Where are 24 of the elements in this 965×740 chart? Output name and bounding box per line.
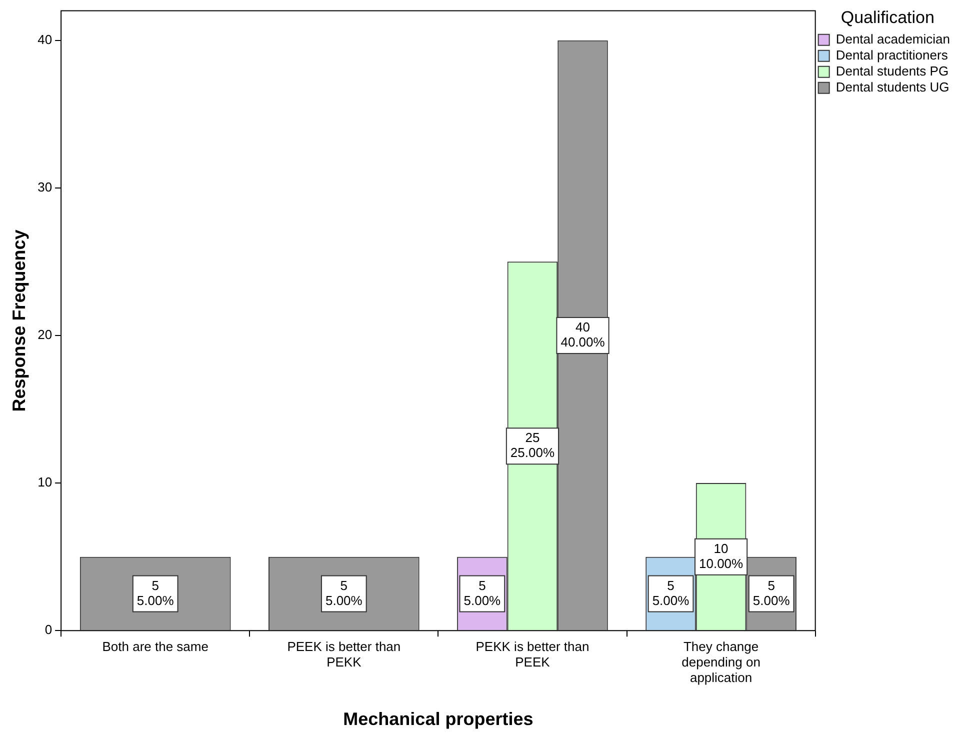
y-tick-label: 30 — [38, 179, 52, 194]
x-tick-label: Both are the same — [102, 638, 208, 654]
legend-label: Dental practitioners — [836, 47, 948, 62]
legend-label: Dental academician — [836, 31, 950, 46]
y-axis-title: Response Frequency — [8, 230, 29, 412]
y-tick-label: 20 — [38, 327, 52, 342]
x-tick-label: PEEK is better than PEKK — [287, 638, 401, 670]
data-label: 5 5.00% — [652, 578, 690, 608]
legend-label: Dental students PG — [836, 63, 949, 78]
y-tick-label: 40 — [38, 32, 52, 47]
data-label: 5 5.00% — [325, 578, 363, 608]
data-label: 5 5.00% — [136, 578, 174, 608]
x-axis-title: Mechanical properties — [343, 709, 534, 730]
legend-title: Qualification — [840, 8, 934, 28]
data-label: 25 25.00% — [510, 430, 555, 460]
x-tick-label: PEKK is better than PEEK — [476, 638, 590, 670]
data-label: 10 10.00% — [698, 540, 744, 571]
y-tick-label: 10 — [38, 474, 52, 490]
x-tick-label: They change depending on application — [682, 638, 760, 686]
data-label: 40 40.00% — [560, 320, 606, 350]
y-tick-label: 0 — [44, 622, 52, 638]
data-label: 5 5.00% — [464, 578, 502, 608]
data-label: 5 5.00% — [752, 578, 790, 608]
legend-label: Dental students UG — [836, 79, 950, 94]
